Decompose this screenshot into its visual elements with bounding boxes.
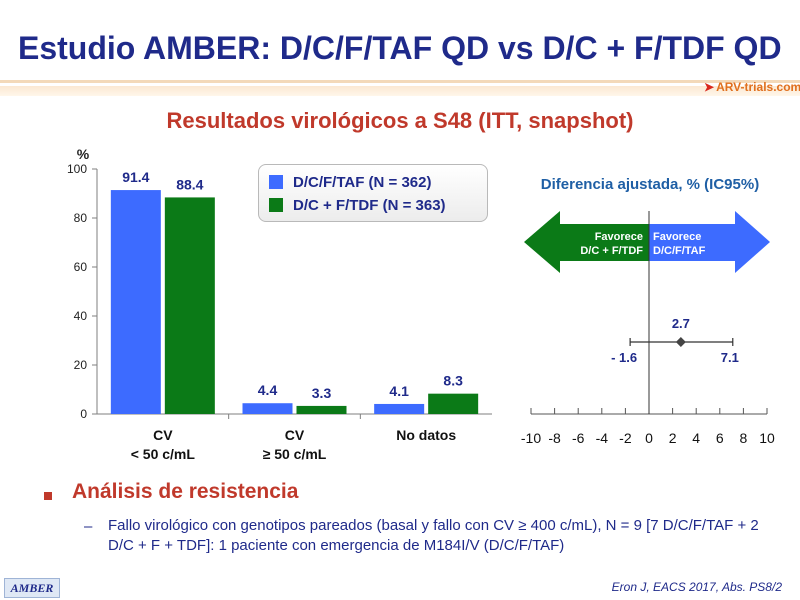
logo-text: ARV-trials.com — [716, 80, 800, 94]
forest-x-tick-label: 6 — [716, 430, 724, 446]
forest-plot: -10 -8 -6 -4 -2 0 2 4 6 8 10 Favorece D/C + F/TDF Fav… — [521, 211, 775, 446]
right-arrow-label: D/C/F/TAF — [653, 245, 706, 257]
forest-plot-title: Diferencia ajustada, % (IC95%) — [540, 176, 760, 193]
bar-value-label: 88.4 — [176, 176, 203, 192]
left-arrow-label: Favorece — [595, 231, 643, 243]
forest-x-tick-label: 0 — [645, 430, 653, 446]
bar-value-label: 4.4 — [258, 382, 278, 398]
forest-x-tick-label: -10 — [521, 430, 541, 446]
forest-x-tick-label: -6 — [572, 430, 585, 446]
resistance-heading: Análisis de resistencia — [72, 480, 299, 503]
forest-x-tick-label: 4 — [692, 430, 700, 446]
y-tick-label: 20 — [74, 358, 88, 372]
y-tick-label: 0 — [80, 407, 87, 421]
point-estimate-label: 2.7 — [672, 316, 690, 331]
bar-series-1 — [374, 403, 425, 414]
category-label: CV — [153, 427, 173, 443]
bar-series-1 — [242, 403, 293, 414]
forest-x-tick-label: 8 — [740, 430, 748, 446]
bar-value-label: 8.3 — [443, 373, 463, 389]
category-label: < 50 c/mL — [131, 446, 196, 462]
y-tick-label: 100 — [67, 162, 87, 176]
favors-dcftaf-arrow — [649, 211, 770, 273]
left-arrow-label: D/C + F/TDF — [580, 245, 643, 257]
citation: Eron J, EACS 2017, Abs. PS8/2 — [611, 580, 782, 594]
bar-series-2 — [428, 393, 479, 414]
arv-trials-logo: ➤ ARV-trials.com — [704, 80, 800, 94]
category-label: ≥ 50 c/mL — [263, 446, 327, 462]
y-tick-label: 80 — [74, 211, 88, 225]
y-tick-label: 40 — [74, 309, 88, 323]
sub-bullet-dash: – — [84, 518, 93, 535]
bar-chart: 0 20 40 60 80 100% 91.4 88.4 CV < 50 c/mL 4.4 3.3 CV… — [67, 146, 492, 462]
resistance-detail-text: Fallo virológico con genotipos pareados … — [108, 517, 759, 554]
forest-x-tick-label: 2 — [669, 430, 677, 446]
slide-subtitle: Resultados virológicos a S48 (ITT, snaps… — [166, 108, 634, 133]
forest-x-tick-label: -2 — [619, 430, 632, 446]
favors-dc-ftdf-arrow — [524, 211, 649, 273]
forest-x-tick-label: -8 — [548, 430, 561, 446]
legend-label-series-1: D/C/F/TAF (N = 362) — [293, 173, 432, 191]
category-label: CV — [285, 427, 305, 443]
y-tick-label: 60 — [74, 260, 88, 274]
forest-x-tick-label: 10 — [759, 430, 775, 446]
bar-legend: D/C/F/TAF (N = 362) D/C + F/TDF (N = 363… — [258, 164, 488, 222]
ci-upper-label: 7.1 — [721, 350, 739, 365]
title-underline — [0, 80, 800, 96]
slide-title: Estudio AMBER: D/C/F/TAF QD vs D/C + F/T… — [18, 30, 782, 66]
category-label: No datos — [396, 427, 456, 443]
legend-swatch-series-1 — [269, 175, 283, 189]
bar-series-2 — [164, 197, 215, 414]
point-estimate-marker — [675, 337, 686, 347]
legend-swatch-series-2 — [269, 198, 283, 212]
y-axis-label: % — [77, 146, 90, 162]
legend-item-series-2: D/C + F/TDF (N = 363) — [269, 194, 446, 216]
right-arrow-label: Favorece — [653, 231, 701, 243]
bar-value-label: 3.3 — [312, 385, 332, 401]
legend-label-series-2: D/C + F/TDF (N = 363) — [293, 196, 446, 214]
legend-item-series-1: D/C/F/TAF (N = 362) — [269, 171, 432, 193]
bullet-square-icon — [44, 492, 52, 500]
bar-value-label: 91.4 — [122, 169, 149, 185]
study-badge: AMBER — [4, 578, 60, 598]
ci-lower-label: - 1.6 — [611, 350, 637, 365]
bar-value-label: 4.1 — [389, 383, 409, 399]
bar-series-1 — [110, 190, 161, 414]
forest-x-tick-label: -4 — [596, 430, 609, 446]
bar-series-2 — [296, 405, 347, 414]
